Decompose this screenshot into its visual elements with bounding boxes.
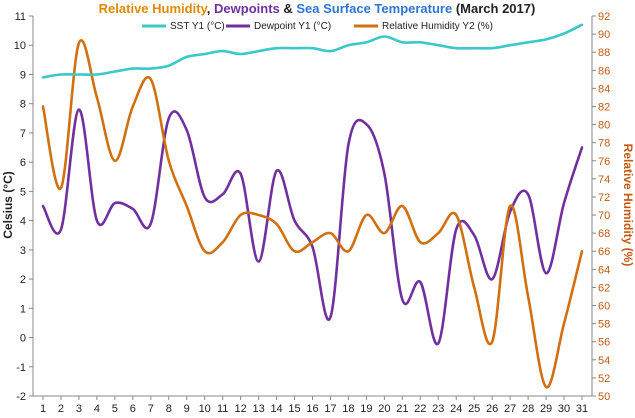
y-tick-label: -1 [16,362,26,374]
x-tick-label: 4 [94,403,100,415]
x-tick-label: 27 [504,403,516,415]
x-tick-label: 23 [432,403,444,415]
x-tick-label: 13 [252,403,264,415]
y-tick-label: 1 [20,303,26,315]
y-tick-label: 4 [20,216,26,228]
x-tick-label: 17 [324,403,336,415]
x-tick-label: 15 [288,403,300,415]
x-tick-label: 31 [576,403,588,415]
y2-tick-label: 72 [598,192,610,204]
y2-tick-label: 92 [598,11,610,23]
y-tick-label: 11 [15,11,26,23]
y2-tick-label: 52 [598,373,610,385]
x-tick-label: 22 [414,403,426,415]
x-tick-label: 2 [58,403,64,415]
title-part: (March 2017) [452,1,535,16]
y2-tick-label: 54 [598,355,610,367]
y-axis-title: Celsius (°C) [1,171,15,238]
x-tick-label: 25 [468,403,480,415]
legend-label: SST Y1 (°C) [170,21,225,32]
y-tick-label: 5 [20,186,26,198]
title-part: Dewpoints [214,1,280,16]
title-part: & [280,1,297,16]
x-tick-label: 28 [522,403,534,415]
x-tick-label: 26 [486,403,498,415]
y-tick-label: 7 [20,128,26,140]
title-part: , [207,1,214,16]
series-line-2 [41,39,584,389]
y2-tick-label: 88 [598,47,610,59]
y2-axis-ticks: 50 52 54 56 58 60 62 64 66 68 70 72 74 76 78 80 82 84 86 88… [592,11,610,403]
chart-title: Relative Humidity, Dewpoints & Sea Surfa… [99,1,536,16]
title-part: Relative Humidity [99,1,209,16]
y-tick-label: 8 [20,99,26,111]
y2-tick-label: 56 [598,337,610,349]
y2-tick-label: 50 [598,391,610,403]
y2-tick-label: 80 [598,120,610,132]
y-axis-ticks: -2 -1 0 1 2 3 4 5 6 7 8 9 10 11 [14,11,33,403]
y-tick-label: 10 [14,40,26,52]
x-tick-label: 18 [342,403,354,415]
y2-tick-label: 78 [598,138,610,150]
y2-tick-label: 58 [598,319,610,331]
x-tick-label: 29 [540,403,552,415]
y2-tick-label: 66 [598,246,610,258]
x-tick-label: 8 [166,403,172,415]
y-tick-label: 6 [20,157,26,169]
y2-tick-label: 86 [598,65,610,77]
series-line-0 [41,23,584,79]
y2-axis-title: Relative Humidity (%) [621,144,635,267]
x-axis-ticks: 1 2 3 4 5 6 7 8 9 10 11 12 13 14 15 16 17 18 19 20 21 22 23 24 2… [40,396,588,415]
y2-tick-label: 60 [598,301,610,313]
x-tick-label: 12 [235,403,247,415]
x-tick-label: 20 [378,403,390,415]
x-tick-label: 11 [217,403,228,415]
title-part: Sea Surface Temperature [296,1,452,16]
x-tick-label: 7 [148,403,154,415]
y-tick-label: 9 [20,69,26,81]
y-tick-label: 3 [20,245,26,257]
y-tick-label: -2 [16,391,26,403]
x-tick-label: 9 [184,403,190,415]
y2-tick-label: 82 [598,101,610,113]
series-line-1 [41,108,584,346]
y2-tick-label: 84 [598,83,610,95]
x-tick-label: 19 [360,403,372,415]
y2-tick-label: 90 [598,29,610,41]
y2-tick-label: 64 [598,264,610,276]
x-tick-label: 1 [40,403,46,415]
x-tick-label: 10 [199,403,211,415]
x-tick-label: 21 [396,403,408,415]
x-tick-label: 5 [112,403,118,415]
legend-label: Relative Humidity Y2 (%) [382,21,493,32]
x-tick-label: 14 [270,403,282,415]
y-tick-label: 2 [20,274,26,286]
x-tick-label: 24 [450,403,462,415]
x-tick-label: 3 [76,403,82,415]
y2-tick-label: 76 [598,156,610,168]
series-lines [41,23,584,389]
y-tick-label: 0 [20,333,26,345]
x-tick-label: 6 [130,403,136,415]
y2-tick-label: 62 [598,282,610,294]
y2-tick-label: 70 [598,210,610,222]
x-tick-label: 16 [306,403,318,415]
legend-label: Dewpoint Y1 (°C) [254,21,331,32]
x-tick-label: 30 [558,403,570,415]
y2-tick-label: 74 [598,174,610,186]
legend: SST Y1 (°C) Dewpoint Y1 (°C) Relative Humi… [142,21,493,32]
y2-tick-label: 68 [598,228,610,240]
